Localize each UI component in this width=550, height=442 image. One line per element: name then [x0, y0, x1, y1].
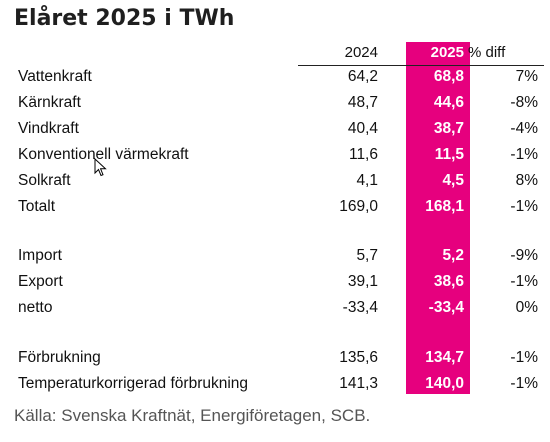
- table-row: Export 39,1 38,6 -1%: [14, 269, 544, 295]
- value-diff: -1%: [510, 146, 538, 163]
- table-row: Vindkraft 40,4 38,7 -4%: [14, 116, 544, 142]
- row-label: Export: [18, 273, 63, 290]
- value-2024: 169,0: [339, 198, 378, 215]
- table-row: Förbrukning 135,6 134,7 -1%: [14, 345, 544, 371]
- row-label: Kärnkraft: [18, 94, 81, 111]
- value-2024: 4,1: [356, 172, 378, 189]
- source-note: Källa: Svenska Kraftnät, Energiföretagen…: [14, 406, 371, 425]
- value-2025: 38,7: [433, 120, 464, 137]
- value-diff: 0%: [515, 299, 538, 316]
- row-label: Totalt: [18, 198, 56, 215]
- value-diff: -9%: [510, 247, 538, 264]
- value-diff: -1%: [510, 375, 538, 392]
- year-2025-highlight-column: [406, 42, 470, 394]
- value-diff: -1%: [510, 198, 538, 215]
- row-label: Vattenkraft: [18, 68, 92, 85]
- header-diff: % diff: [468, 44, 506, 61]
- value-2024: 141,3: [339, 375, 378, 392]
- value-2024: 5,7: [356, 247, 378, 264]
- value-diff: -1%: [510, 273, 538, 290]
- value-2025: 68,8: [433, 68, 464, 85]
- value-2025: -33,4: [428, 299, 464, 316]
- value-2025: 11,5: [434, 146, 464, 163]
- value-2024: 135,6: [339, 349, 378, 366]
- table-row: Konventionell värmekraft 11,6 11,5 -1%: [14, 142, 544, 168]
- value-diff: 7%: [515, 68, 538, 85]
- value-2025: 44,6: [433, 94, 464, 111]
- row-label: Temperaturkorrigerad förbrukning: [18, 375, 249, 392]
- value-2025: 38,6: [433, 273, 464, 290]
- value-2025: 168,1: [425, 198, 464, 215]
- value-2024: 64,2: [347, 68, 378, 85]
- value-2025: 140,0: [425, 375, 464, 392]
- row-label: Förbrukning: [18, 349, 101, 366]
- header-2024: 2024: [344, 44, 378, 61]
- table-row: Totalt 169,0 168,1 -1%: [14, 194, 544, 220]
- row-label: netto: [18, 299, 53, 316]
- row-label: Vindkraft: [18, 120, 79, 137]
- table-row: Import 5,7 5,2 -9%: [14, 243, 544, 269]
- header-2025: 2025: [430, 44, 464, 61]
- table-row: Vattenkraft 64,2 68,8 7%: [14, 64, 544, 90]
- table-row: netto -33,4 -33,4 0%: [14, 295, 544, 321]
- value-2025: 134,7: [425, 349, 464, 366]
- header-divider: [298, 65, 544, 66]
- mouse-pointer-icon: [94, 158, 107, 177]
- table-row: Solkraft 4,1 4,5 8%: [14, 168, 544, 194]
- value-diff: -8%: [510, 94, 538, 111]
- row-label: Konventionell värmekraft: [18, 146, 189, 163]
- value-2024: -33,4: [342, 299, 378, 316]
- value-2025: 4,5: [442, 172, 464, 189]
- value-diff: 8%: [515, 172, 538, 189]
- value-2024: 40,4: [347, 120, 378, 137]
- page-title: Elåret 2025 i TWh: [14, 6, 235, 31]
- row-label: Import: [18, 247, 62, 264]
- value-diff: -1%: [510, 349, 538, 366]
- value-2024: 39,1: [347, 273, 378, 290]
- table-row: Temperaturkorrigerad förbrukning 141,3 1…: [14, 371, 544, 397]
- row-label: Solkraft: [18, 172, 71, 189]
- value-2024: 48,7: [347, 94, 378, 111]
- value-2025: 5,2: [442, 247, 464, 264]
- table-row: Kärnkraft 48,7 44,6 -8%: [14, 90, 544, 116]
- value-diff: -4%: [510, 120, 538, 137]
- value-2024: 11,6: [348, 146, 378, 163]
